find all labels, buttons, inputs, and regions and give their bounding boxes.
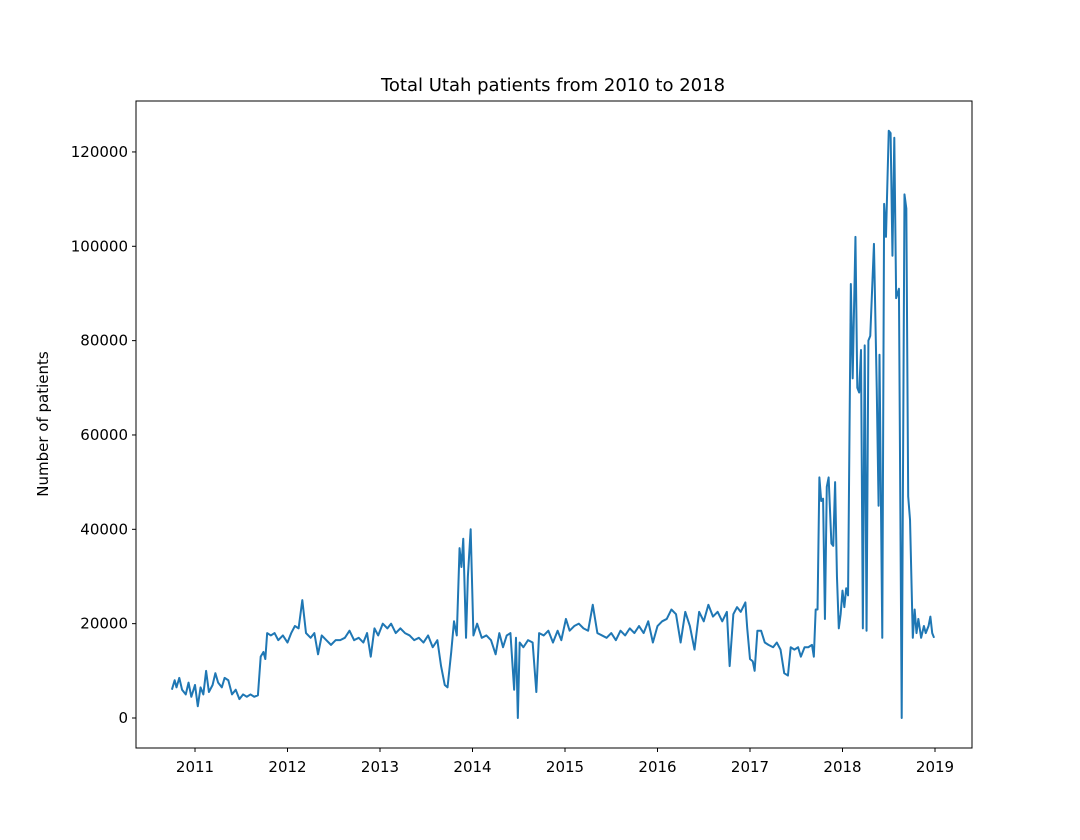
y-tick-label: 120000 xyxy=(71,143,128,161)
chart-title: Total Utah patients from 2010 to 2018 xyxy=(380,75,725,96)
y-tick-label: 20000 xyxy=(80,615,128,633)
y-tick-label: 40000 xyxy=(80,520,128,538)
plot-frame xyxy=(135,100,973,749)
y-tick-label: 100000 xyxy=(71,237,128,255)
x-tick-label: 2018 xyxy=(823,758,861,776)
x-tick-label: 2013 xyxy=(361,758,399,776)
y-tick-label: 80000 xyxy=(80,332,128,350)
x-tick-label: 2017 xyxy=(731,758,769,776)
x-tick-label: 2016 xyxy=(638,758,676,776)
y-axis-label: Number of patients xyxy=(34,351,52,497)
x-tick-label: 2011 xyxy=(176,758,214,776)
data-line xyxy=(170,129,936,719)
x-tick-label: 2019 xyxy=(916,758,954,776)
x-tick-label: 2012 xyxy=(268,758,306,776)
y-tick-label: 0 xyxy=(118,709,128,727)
y-tick-label: 60000 xyxy=(80,426,128,444)
x-tick-label: 2015 xyxy=(546,758,584,776)
x-tick-label: 2014 xyxy=(453,758,491,776)
